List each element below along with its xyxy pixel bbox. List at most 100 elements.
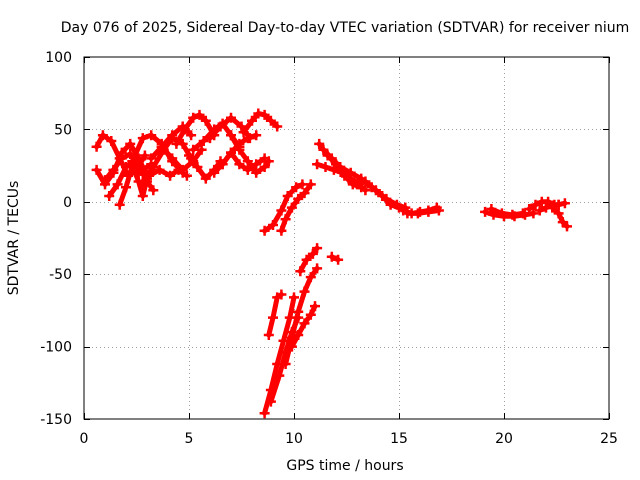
data-point: [312, 159, 323, 170]
x-tick-label: 10: [285, 431, 303, 447]
data-point: [200, 115, 211, 126]
series-arc-18: [238, 108, 283, 138]
series-arc-36: [486, 204, 528, 220]
data-point: [108, 164, 119, 175]
data-point: [259, 109, 270, 120]
data-point: [238, 127, 249, 138]
data-point: [146, 153, 157, 164]
data-point: [144, 170, 155, 181]
data-point: [280, 359, 291, 369]
data-point: [196, 144, 207, 155]
data-point: [507, 209, 518, 220]
data-point: [192, 162, 203, 172]
x-tick-label: 20: [495, 431, 513, 447]
data-point: [137, 191, 148, 201]
data-point: [251, 130, 262, 141]
series-trace: [404, 208, 442, 216]
data-series: [91, 108, 572, 419]
data-point: [156, 141, 167, 152]
data-point: [360, 185, 371, 196]
data-point: [320, 162, 331, 172]
series-arc-20: [276, 179, 316, 236]
series-arc-39: [547, 202, 572, 232]
data-point: [326, 251, 337, 262]
data-point: [114, 199, 125, 210]
data-point: [553, 208, 564, 219]
data-point: [263, 330, 274, 340]
data-point: [97, 130, 108, 141]
data-point: [286, 202, 297, 213]
data-point: [186, 130, 197, 141]
series-arc-17: [226, 130, 274, 178]
data-point: [259, 162, 270, 172]
data-point: [486, 204, 497, 214]
data-point: [310, 301, 320, 312]
series-arc-25: [286, 301, 320, 352]
data-point: [412, 208, 423, 219]
data-point: [297, 179, 308, 190]
data-point: [188, 112, 199, 123]
data-point: [276, 205, 287, 216]
data-point: [335, 162, 346, 172]
data-point: [289, 292, 299, 303]
y-tick-label: -100: [40, 340, 72, 356]
data-point: [517, 208, 528, 219]
data-point: [299, 188, 310, 199]
series-arc-30: [312, 159, 365, 190]
data-point: [127, 156, 138, 167]
data-point: [265, 115, 276, 126]
series-trace: [266, 292, 284, 338]
data-point: [314, 138, 325, 149]
data-point: [133, 167, 144, 178]
data-point: [318, 144, 329, 155]
series-arc-32: [360, 176, 411, 213]
data-point: [253, 108, 264, 119]
data-point: [100, 175, 110, 186]
data-point: [263, 156, 274, 167]
data-point: [259, 225, 270, 236]
data-point: [562, 221, 572, 232]
data-point: [146, 130, 157, 141]
data-point: [177, 164, 188, 175]
data-point: [154, 164, 165, 175]
data-point: [360, 176, 371, 187]
data-point: [312, 263, 323, 274]
data-point: [276, 289, 287, 300]
y-tick-labels: -150 -100 -50 0 50 100: [40, 50, 72, 428]
data-point: [137, 176, 148, 187]
data-point: [345, 167, 356, 178]
data-point: [251, 167, 262, 178]
x-tick-label: 0: [80, 431, 89, 447]
series-arc-19: [259, 179, 308, 236]
y-tick-label: -50: [49, 267, 72, 283]
data-point: [280, 214, 291, 225]
data-point: [209, 167, 220, 178]
data-point: [167, 130, 178, 141]
data-point: [148, 162, 159, 172]
data-point: [106, 136, 117, 146]
data-point: [370, 185, 381, 196]
x-tick-labels: 0 5 10 15 20 25: [80, 431, 618, 447]
data-point: [139, 150, 150, 161]
series-trace: [140, 135, 194, 184]
data-point: [205, 133, 215, 144]
data-point: [354, 179, 365, 190]
data-point: [333, 254, 344, 265]
y-tick-label: 100: [45, 50, 72, 66]
data-point: [198, 136, 209, 146]
data-point: [148, 185, 159, 196]
x-tick-label: 15: [390, 431, 408, 447]
data-point: [293, 330, 304, 340]
data-point: [496, 208, 507, 219]
data-point: [116, 153, 127, 164]
data-point: [226, 112, 236, 123]
data-point: [530, 199, 541, 210]
data-point: [121, 182, 131, 193]
data-point: [312, 243, 323, 254]
data-point: [480, 206, 491, 217]
data-point: [91, 164, 102, 175]
data-point: [167, 153, 178, 164]
y-tick-label: 0: [63, 195, 72, 211]
data-point: [433, 205, 444, 216]
